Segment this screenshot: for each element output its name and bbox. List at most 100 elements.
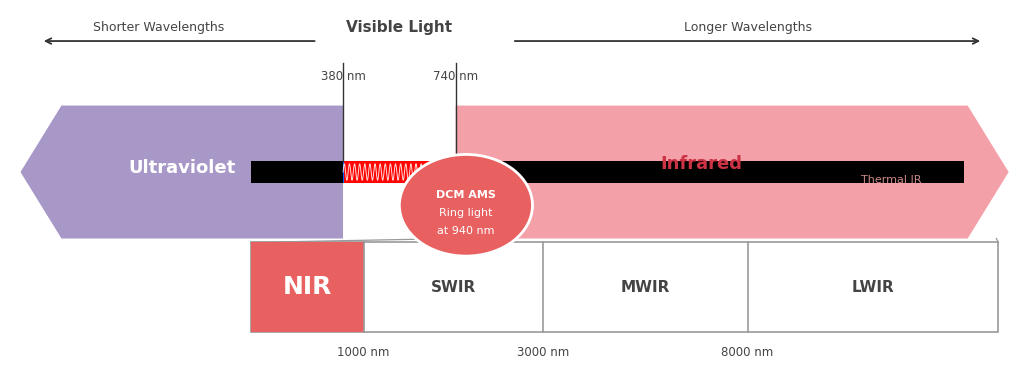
Bar xyxy=(344,161,401,183)
Bar xyxy=(344,161,437,183)
Bar xyxy=(343,161,381,183)
Bar xyxy=(344,161,411,183)
Bar xyxy=(343,161,383,183)
Bar xyxy=(344,161,394,183)
Bar xyxy=(344,161,415,183)
Bar xyxy=(344,161,446,183)
Bar xyxy=(343,161,366,183)
Bar xyxy=(343,161,348,183)
Bar xyxy=(344,161,449,183)
Bar xyxy=(343,161,376,183)
Bar xyxy=(343,161,348,183)
Bar xyxy=(344,161,410,183)
Bar xyxy=(343,161,375,183)
Bar xyxy=(344,161,443,183)
Bar xyxy=(344,161,428,183)
Text: at 940 nm: at 940 nm xyxy=(437,226,495,236)
Bar xyxy=(344,161,443,183)
Bar xyxy=(344,161,434,183)
Bar xyxy=(344,161,393,183)
Bar xyxy=(343,161,371,183)
Bar xyxy=(343,161,357,183)
Bar xyxy=(344,161,418,183)
Bar xyxy=(344,161,442,183)
Bar xyxy=(344,161,429,183)
Bar xyxy=(343,161,364,183)
Bar xyxy=(344,161,406,183)
Bar xyxy=(344,161,393,183)
Bar xyxy=(343,161,378,183)
Bar xyxy=(343,161,357,183)
Bar xyxy=(343,161,353,183)
Text: 1000 nm: 1000 nm xyxy=(337,346,390,359)
Bar xyxy=(344,161,421,183)
Bar xyxy=(343,161,370,183)
Bar xyxy=(344,161,392,183)
Bar xyxy=(343,161,347,183)
Bar xyxy=(344,161,396,183)
Bar xyxy=(344,161,431,183)
Bar xyxy=(344,161,433,183)
Bar xyxy=(344,161,430,183)
Bar xyxy=(343,161,377,183)
Bar xyxy=(344,161,413,183)
Bar xyxy=(343,161,346,183)
Bar xyxy=(343,161,361,183)
Bar xyxy=(344,161,389,183)
Bar xyxy=(344,161,407,183)
Bar xyxy=(343,161,379,183)
Bar xyxy=(344,161,411,183)
Bar xyxy=(344,161,389,183)
Bar xyxy=(344,161,399,183)
Bar xyxy=(344,161,401,183)
Text: 380 nm: 380 nm xyxy=(321,70,366,83)
Bar xyxy=(343,161,383,183)
Bar xyxy=(344,161,438,183)
Bar xyxy=(344,161,439,183)
Bar xyxy=(343,161,374,183)
Bar xyxy=(344,161,445,183)
Bar xyxy=(344,161,397,183)
Bar xyxy=(344,161,453,183)
Bar xyxy=(344,161,391,183)
Bar xyxy=(344,161,427,183)
Bar xyxy=(344,161,447,183)
Bar xyxy=(343,161,365,183)
Text: Ultraviolet: Ultraviolet xyxy=(128,159,236,177)
Bar xyxy=(344,161,388,183)
Bar xyxy=(344,161,434,183)
Bar xyxy=(344,161,406,183)
Bar xyxy=(343,161,383,183)
Bar xyxy=(344,161,425,183)
Bar xyxy=(343,161,381,183)
Bar xyxy=(344,161,387,183)
Bar xyxy=(343,161,349,183)
Bar xyxy=(343,161,379,183)
Bar xyxy=(344,161,444,183)
Bar xyxy=(344,161,437,183)
Bar xyxy=(343,161,374,183)
Bar xyxy=(344,161,443,183)
Bar xyxy=(344,161,390,183)
Bar xyxy=(344,161,453,183)
Bar xyxy=(251,242,998,332)
Bar xyxy=(343,161,350,183)
Bar xyxy=(344,161,433,183)
Bar xyxy=(344,161,441,183)
Bar xyxy=(343,161,359,183)
Bar xyxy=(344,161,452,183)
Bar xyxy=(343,161,345,183)
Bar xyxy=(343,161,362,183)
Bar xyxy=(344,161,414,183)
Bar xyxy=(344,161,426,183)
Bar xyxy=(343,161,372,183)
Bar xyxy=(343,161,352,183)
Bar xyxy=(343,161,356,183)
Bar xyxy=(344,161,404,183)
Bar xyxy=(344,161,425,183)
Bar xyxy=(344,161,438,183)
Bar xyxy=(344,161,450,183)
Bar xyxy=(343,161,350,183)
Bar xyxy=(344,161,396,183)
Bar xyxy=(344,161,439,183)
